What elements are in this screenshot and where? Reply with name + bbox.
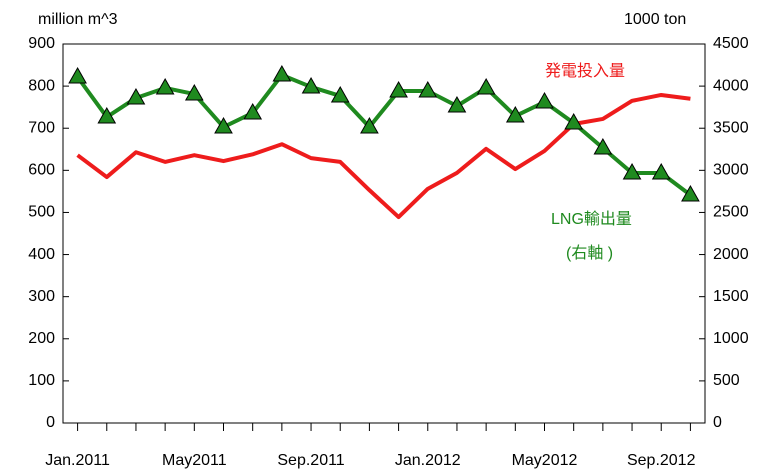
marker [651, 163, 671, 180]
plot-frame [62, 43, 706, 424]
y-tick-label: 900 [28, 35, 55, 52]
marker [622, 163, 642, 180]
marker [68, 67, 87, 84]
marker [272, 64, 292, 82]
y-tick-label: 500 [28, 204, 55, 221]
marker [564, 112, 584, 130]
marker [476, 77, 496, 95]
y2-tick-label: 2500 [713, 204, 749, 221]
y2-tick-label: 1500 [713, 288, 749, 305]
marker [243, 102, 263, 120]
marker [681, 184, 700, 202]
annotation: (右軸 ) [566, 244, 613, 262]
marker [535, 92, 554, 109]
y2-tick-label: 0 [713, 414, 722, 431]
y2-tick-label: 1000 [713, 330, 749, 347]
marker [126, 87, 146, 105]
marker [505, 105, 525, 123]
marker [214, 117, 233, 134]
y-tick-label: 200 [28, 330, 55, 347]
y-tick-label: 400 [28, 246, 55, 263]
legend-label: 発電投入量 [545, 62, 625, 80]
marker [418, 80, 438, 98]
x-tick-label: Jan.2012 [395, 452, 461, 469]
x-tick-label: May2011 [162, 452, 227, 469]
marker [155, 77, 175, 95]
y2-tick-label: 3000 [713, 162, 749, 179]
y-tick-label: 700 [28, 119, 55, 136]
y-tick-label: 800 [28, 77, 55, 94]
marker [360, 117, 379, 134]
marker [97, 107, 117, 124]
y-tick-label: 600 [28, 162, 55, 179]
marker [389, 80, 408, 98]
legend-label: LNG輸出量 [551, 210, 632, 228]
marker [593, 137, 613, 155]
x-tick-label: Sep.2011 [277, 452, 344, 469]
marker [301, 76, 321, 94]
marker [330, 85, 350, 103]
y-axis-unit: million m^3 [38, 11, 118, 28]
y2-tick-label: 4000 [713, 77, 749, 94]
x-tick-label: May2012 [512, 452, 578, 469]
y2-tick-label: 500 [713, 372, 740, 389]
series-line [75, 72, 692, 197]
marker [184, 84, 204, 101]
x-tick-label: Jan.2011 [45, 452, 110, 469]
y-tick-label: 0 [46, 414, 55, 431]
y-tick-label: 300 [28, 288, 55, 305]
y2-tick-label: 4500 [713, 35, 749, 52]
y2-axis-unit: 1000 ton [624, 11, 686, 28]
y-tick-label: 100 [28, 372, 55, 389]
marker [447, 95, 467, 113]
y2-tick-label: 2000 [713, 246, 749, 263]
y2-tick-label: 3500 [713, 119, 749, 136]
x-tick-label: Sep.2012 [627, 452, 696, 469]
series-line [76, 92, 691, 220]
